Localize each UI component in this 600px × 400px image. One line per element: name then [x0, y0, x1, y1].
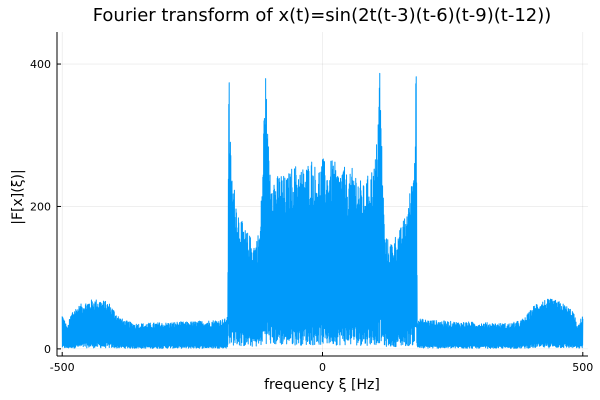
- series-layer: [61, 72, 584, 349]
- x-axis-ticks: -500 0 500: [50, 352, 593, 374]
- series-line: [61, 72, 584, 349]
- y-tick-label: 0: [44, 343, 51, 356]
- y-tick-label: 400: [30, 58, 51, 71]
- x-tick-label: -500: [50, 361, 75, 374]
- y-axis-label: |F[x](ξ)|: [10, 169, 26, 224]
- y-axis-ticks: 0 200 400: [30, 58, 61, 356]
- x-axis-label: frequency ξ [Hz]: [264, 377, 380, 393]
- y-tick-label: 200: [30, 200, 51, 213]
- x-tick-label: 500: [572, 361, 593, 374]
- chart-title: Fourier transform of x(t)=sin(2t(t-3)(t-…: [93, 5, 552, 26]
- x-tick-label: 0: [319, 361, 326, 374]
